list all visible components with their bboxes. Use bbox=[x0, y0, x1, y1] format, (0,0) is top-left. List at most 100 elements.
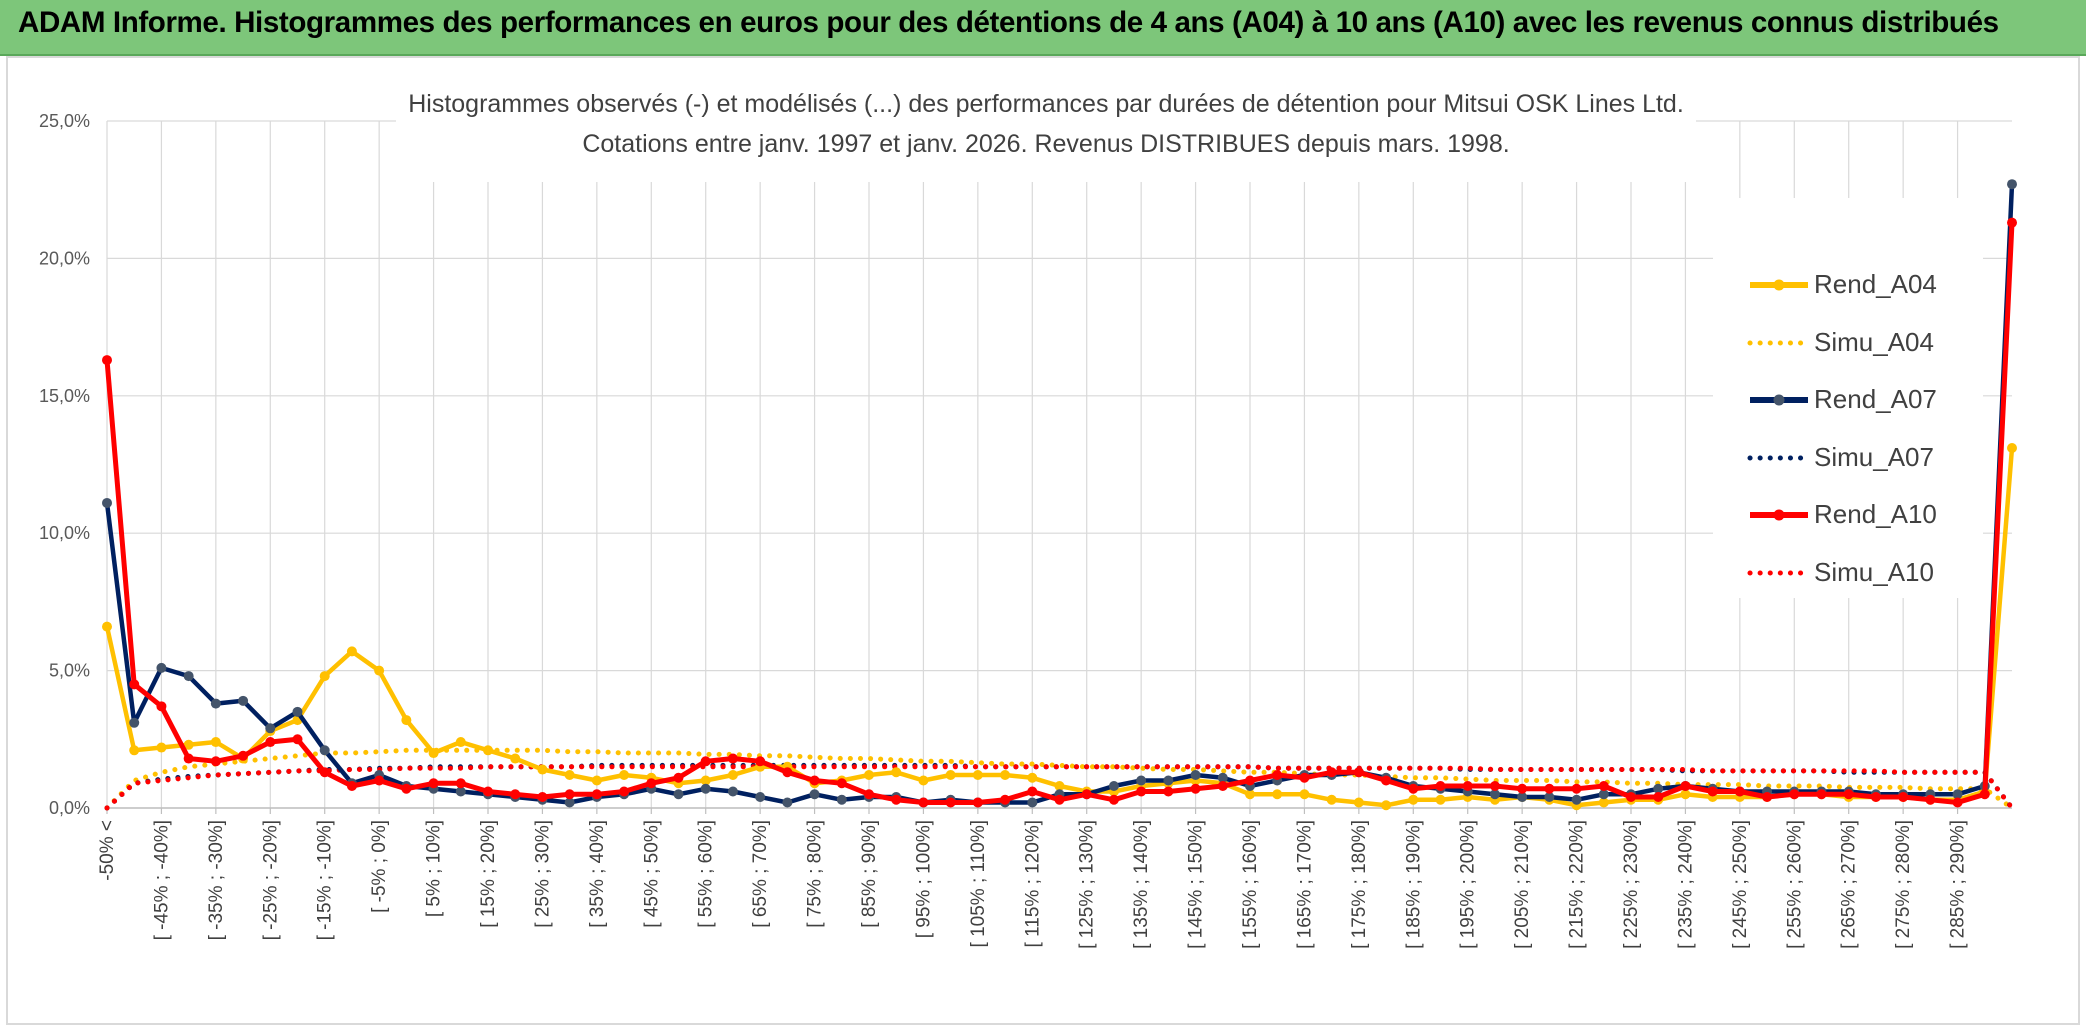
data-point bbox=[346, 781, 357, 792]
x-tick-label: [ 105% ; 110%] bbox=[968, 820, 989, 947]
x-tick-label: [ 235% ; 240%] bbox=[1675, 820, 1696, 949]
data-point bbox=[537, 764, 548, 775]
data-point bbox=[102, 621, 112, 632]
data-point bbox=[1353, 797, 1364, 808]
legend-item-simu_a04: Simu_A04 bbox=[1747, 327, 1934, 357]
data-point bbox=[1136, 786, 1147, 797]
data-point bbox=[1054, 781, 1065, 792]
data-point bbox=[564, 797, 575, 808]
x-tick-label: [ 255% ; 260%] bbox=[1784, 820, 1805, 949]
x-tick-label: [ 45% ; 50%] bbox=[641, 820, 662, 928]
data-point bbox=[619, 786, 630, 797]
data-point bbox=[564, 789, 575, 800]
data-point bbox=[1789, 789, 1800, 800]
data-point bbox=[102, 497, 112, 508]
data-point bbox=[292, 734, 303, 745]
x-tick-label: [ 35% ; 40%] bbox=[587, 820, 608, 928]
data-point bbox=[537, 792, 548, 803]
x-tick-label: [ -25% ; -20%] bbox=[260, 820, 281, 940]
data-point bbox=[809, 775, 820, 786]
x-tick-label: [ 285% ; 290%] bbox=[1948, 820, 1969, 949]
data-point bbox=[1925, 794, 1936, 805]
data-point bbox=[1734, 786, 1745, 797]
data-point bbox=[483, 745, 493, 756]
data-point bbox=[510, 753, 521, 764]
x-tick-label: [ 15% ; 20%] bbox=[478, 820, 499, 928]
x-tick-label: [ 75% ; 80%] bbox=[805, 820, 826, 928]
data-point bbox=[1653, 783, 1664, 794]
data-point bbox=[1598, 789, 1609, 800]
x-tick-label: [ 85% ; 90%] bbox=[859, 820, 880, 928]
data-point bbox=[1381, 775, 1392, 786]
data-point bbox=[700, 756, 711, 767]
data-point bbox=[210, 698, 221, 709]
data-point bbox=[1843, 789, 1854, 800]
data-point bbox=[210, 756, 221, 767]
data-point bbox=[319, 671, 330, 682]
x-tick-label: [ 95% ; 100%] bbox=[913, 820, 934, 938]
x-tick-label: [ 245% ; 250%] bbox=[1730, 820, 1751, 949]
x-tick-label: [ 5% ; 10%] bbox=[424, 820, 445, 917]
legend-label: Simu_A04 bbox=[1814, 327, 1934, 357]
data-point bbox=[1326, 767, 1337, 778]
data-point bbox=[727, 770, 738, 781]
data-point bbox=[1081, 789, 1092, 800]
legend: Rend_A04 Simu_A04 Rend_A07 Simu_A07 Rend_A10… bbox=[1747, 269, 1937, 587]
data-point bbox=[374, 775, 385, 786]
data-point bbox=[1245, 789, 1255, 800]
data-point bbox=[727, 753, 738, 764]
data-point bbox=[428, 748, 439, 759]
data-point bbox=[782, 767, 793, 778]
legend-item-rend_a07: Rend_A07 bbox=[1750, 384, 1937, 414]
data-point bbox=[809, 789, 820, 800]
data-point bbox=[2007, 179, 2017, 190]
legend-label: Simu_A07 bbox=[1814, 442, 1934, 472]
x-tick-label: [ 215% ; 220%] bbox=[1567, 820, 1588, 949]
x-tick-label: [ 195% ; 200%] bbox=[1458, 820, 1479, 949]
x-tick-label: [ 185% ; 190%] bbox=[1403, 820, 1424, 949]
legend-marker bbox=[1773, 279, 1785, 291]
data-point bbox=[102, 355, 112, 366]
data-point bbox=[1217, 781, 1228, 792]
data-point bbox=[1571, 783, 1582, 794]
data-point bbox=[319, 745, 330, 756]
data-point bbox=[864, 770, 874, 781]
data-point bbox=[238, 695, 249, 706]
chart-subtitle: Cotations entre janv. 1997 et janv. 2026… bbox=[582, 130, 1509, 158]
x-axis: -50% < [ -45% ; -40%] [ -35% ; -30%] [ -25%… bbox=[97, 807, 2012, 949]
data-point bbox=[673, 789, 684, 800]
x-tick-label: [ 125% ; 130%] bbox=[1077, 820, 1098, 949]
data-point bbox=[591, 775, 602, 786]
data-point bbox=[1408, 794, 1419, 805]
data-point bbox=[1163, 775, 1174, 786]
data-point bbox=[510, 789, 521, 800]
legend-item-simu_a07: Simu_A07 bbox=[1747, 442, 1934, 472]
data-point bbox=[1898, 792, 1909, 803]
x-tick-label: [ 115% ; 120%] bbox=[1022, 820, 1043, 947]
data-point bbox=[1435, 781, 1446, 792]
data-point bbox=[1381, 800, 1392, 811]
data-point bbox=[1979, 789, 1990, 800]
data-point bbox=[401, 783, 412, 794]
x-tick-label: -50% < bbox=[97, 820, 118, 881]
x-tick-label: [ 25% ; 30%] bbox=[532, 820, 553, 928]
data-point bbox=[1952, 789, 1963, 800]
data-point bbox=[727, 786, 738, 797]
legend-label: Simu_A10 bbox=[1814, 557, 1934, 587]
legend-marker bbox=[1773, 509, 1785, 521]
x-tick-label: [ -5% ; 0%] bbox=[369, 820, 390, 913]
x-tick-label: [ 55% ; 60%] bbox=[696, 820, 717, 928]
y-tick-label: 10,0% bbox=[39, 523, 90, 543]
data-point bbox=[1598, 797, 1609, 808]
data-point bbox=[972, 770, 983, 781]
data-point bbox=[1816, 789, 1827, 800]
data-point bbox=[836, 794, 847, 805]
data-point bbox=[1544, 783, 1555, 794]
data-point bbox=[346, 646, 357, 657]
data-point bbox=[945, 797, 956, 808]
series-rend_a10 bbox=[102, 217, 2017, 808]
data-point bbox=[1680, 789, 1691, 800]
x-tick-label: [ 225% ; 230%] bbox=[1621, 820, 1642, 949]
data-point bbox=[782, 797, 793, 808]
data-point bbox=[619, 770, 630, 781]
